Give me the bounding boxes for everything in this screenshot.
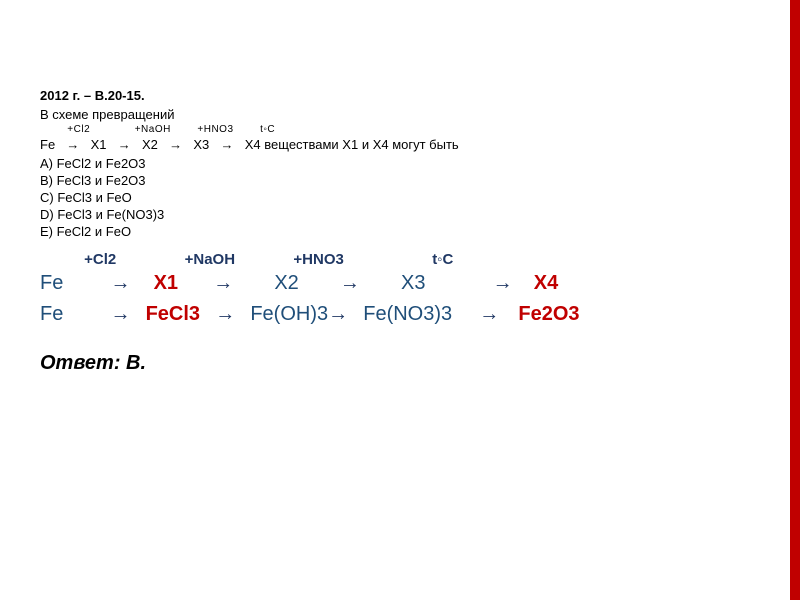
sol-feno33: Fe(NO3)3 — [363, 303, 452, 325]
reagent-cl2: +Cl2 — [67, 124, 90, 135]
arrow-icon: → — [479, 303, 499, 325]
reagent-naoh-big: +NaOH — [185, 251, 235, 268]
scheme-big-row: Fe → X1 → X2 → X3 → X4 — [40, 272, 760, 295]
x3-big: X3 — [401, 272, 425, 294]
scheme-title: В схеме превращений — [40, 107, 760, 122]
option-e: Е) FeCl2 и FeO — [40, 224, 760, 239]
arrow-icon: → — [59, 137, 91, 152]
arrow-icon: → — [215, 303, 235, 325]
accent-bar — [790, 0, 800, 600]
arrow-icon: → — [162, 137, 194, 152]
arrow-icon: → — [493, 272, 513, 294]
x1-big: X1 — [154, 272, 178, 294]
x4-var: X4 — [245, 137, 261, 152]
sol-fecl3: FeCl3 — [146, 303, 200, 325]
arrow-icon: → — [110, 303, 130, 325]
reagent-cl2-big: +Cl2 — [84, 251, 116, 268]
reagent-tc-big: t◦C — [432, 251, 453, 268]
reagent-hno3-big: +HNO3 — [293, 251, 343, 268]
answer-text: Ответ: В. — [40, 352, 760, 375]
solution-row: Fe → FeCl3 → Fe(OH)3→ Fe(NO3)3 → Fe2O3 — [40, 303, 760, 326]
x1-var: X1 — [91, 137, 107, 152]
x3-var: X3 — [193, 137, 209, 152]
option-d: D) FeCl3 и Fe(NO3)3 — [40, 207, 760, 222]
sol-fe2o3: Fe2O3 — [518, 303, 579, 325]
scheme-tail: веществами X1 и X4 могут быть — [261, 137, 459, 152]
reagents-small-row: +Cl2 +NaOH +HNO3 t◦C — [40, 124, 760, 135]
reagents-big-row: +Cl2 +NaOH +HNO3 t◦C — [40, 251, 760, 268]
slide-content: 2012 г. – В.20-15. В схеме превращений +… — [0, 0, 800, 395]
x2-big: X2 — [274, 272, 298, 294]
sol-fe: Fe — [40, 303, 63, 325]
arrow-icon: → — [110, 272, 130, 294]
x2-var: X2 — [142, 137, 158, 152]
reagent-naoh: +NaOH — [135, 124, 171, 135]
x4-big: X4 — [534, 272, 558, 294]
reagent-hno3: +HNO3 — [197, 124, 233, 135]
reagent-tc: t◦C — [260, 124, 275, 135]
option-b: В) FeCl3 и Fe2O3 — [40, 173, 760, 188]
arrow-icon: → — [340, 272, 360, 294]
arrow-icon: → — [328, 303, 348, 325]
year-header: 2012 г. – В.20-15. — [40, 88, 760, 103]
fe-start: Fe — [40, 137, 55, 152]
arrow-icon: → — [213, 137, 245, 152]
arrow-icon: → — [213, 272, 233, 294]
arrow-icon: → — [110, 137, 142, 152]
option-c: С) FeCl3 и FeO — [40, 190, 760, 205]
fe-big: Fe — [40, 272, 63, 294]
sol-feoh3: Fe(OH)3 — [250, 303, 328, 325]
option-a: А) FeCl2 и Fe2O3 — [40, 156, 760, 171]
scheme-small-row: Fe → X1 → X2 → X3 → X4 веществами X1 и X… — [40, 137, 760, 152]
